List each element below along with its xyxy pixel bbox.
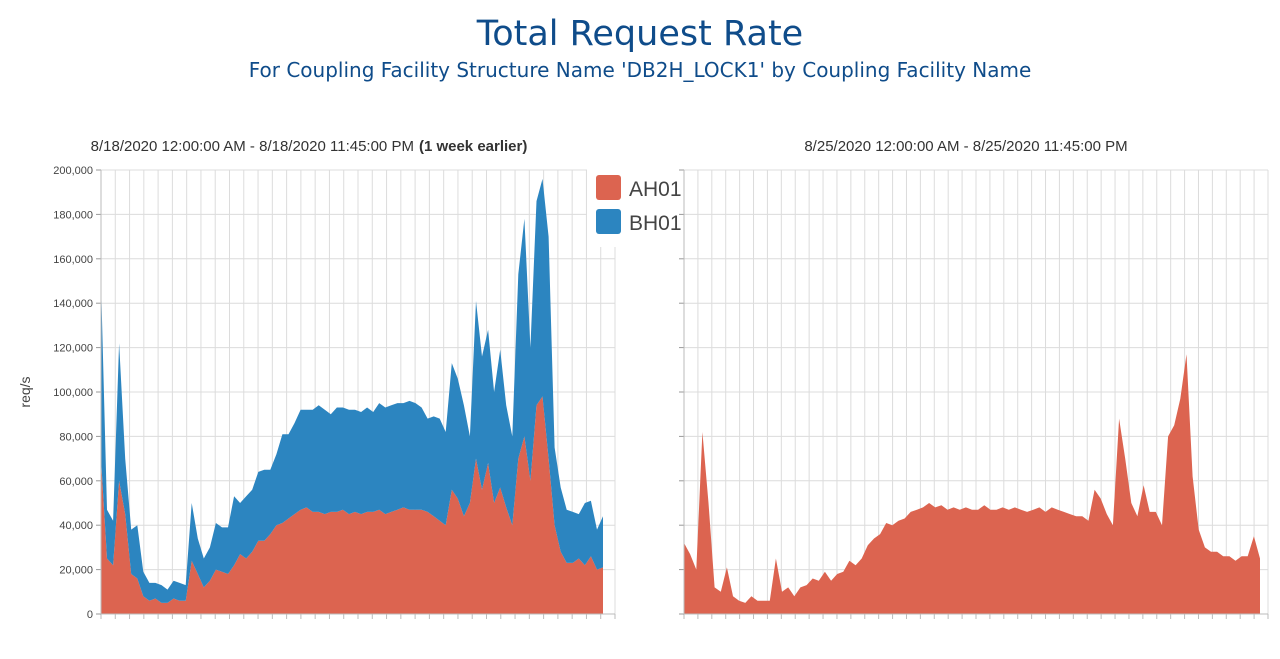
legend-swatch-ah01 (596, 175, 621, 200)
y-axis-label: req/s (17, 376, 33, 407)
left-range-text: 8/18/2020 12:00:00 AM - 8/18/2020 11:45:… (91, 138, 414, 155)
legend-label-bh01: BH01 (629, 212, 682, 235)
legend-label-ah01: AH01 (629, 178, 682, 201)
series-area-ah01 (101, 396, 603, 614)
y-tick-label: 180,000 (53, 209, 93, 221)
series-area-bh01 (101, 178, 603, 603)
legend: AH01 BH01 (587, 165, 691, 247)
y-tick-label: 100,000 (53, 387, 93, 399)
y-tick-label: 160,000 (53, 254, 93, 266)
right-chart-range: 8/25/2020 12:00:00 AM - 8/25/2020 11:45:… (804, 138, 1127, 155)
series-area-ah01 (684, 354, 1260, 614)
y-tick-label: 200,000 (53, 165, 93, 177)
left-areas (101, 178, 603, 614)
left-chart-panel: 8/18/2020 12:00:00 AM - 8/18/2020 11:45:… (17, 138, 616, 621)
right-y-axis (679, 169, 1269, 619)
left-y-axis: 0 20,000 40,000 60,000 80,000 100,000 120,000 1… (53, 165, 616, 621)
legend-swatch-bh01 (596, 209, 621, 234)
left-chart-range: 8/18/2020 12:00:00 AM - 8/18/2020 11:45:… (91, 138, 528, 155)
chart-subtitle: For Coupling Facility Structure Name 'DB… (248, 58, 1032, 82)
chart-title: Total Request Rate (476, 14, 804, 54)
y-tick-label: 120,000 (53, 343, 93, 355)
right-chart-panel: 8/25/2020 12:00:00 AM - 8/25/2020 11:45:… (679, 138, 1269, 619)
y-tick-label: 0 (87, 609, 93, 621)
y-tick-label: 140,000 (53, 298, 93, 310)
left-range-note: (1 week earlier) (419, 138, 527, 155)
y-tick-label: 40,000 (59, 520, 93, 532)
y-tick-label: 80,000 (59, 431, 93, 443)
y-tick-label: 20,000 (59, 565, 93, 577)
y-tick-label: 60,000 (59, 476, 93, 488)
right-areas (684, 354, 1260, 614)
